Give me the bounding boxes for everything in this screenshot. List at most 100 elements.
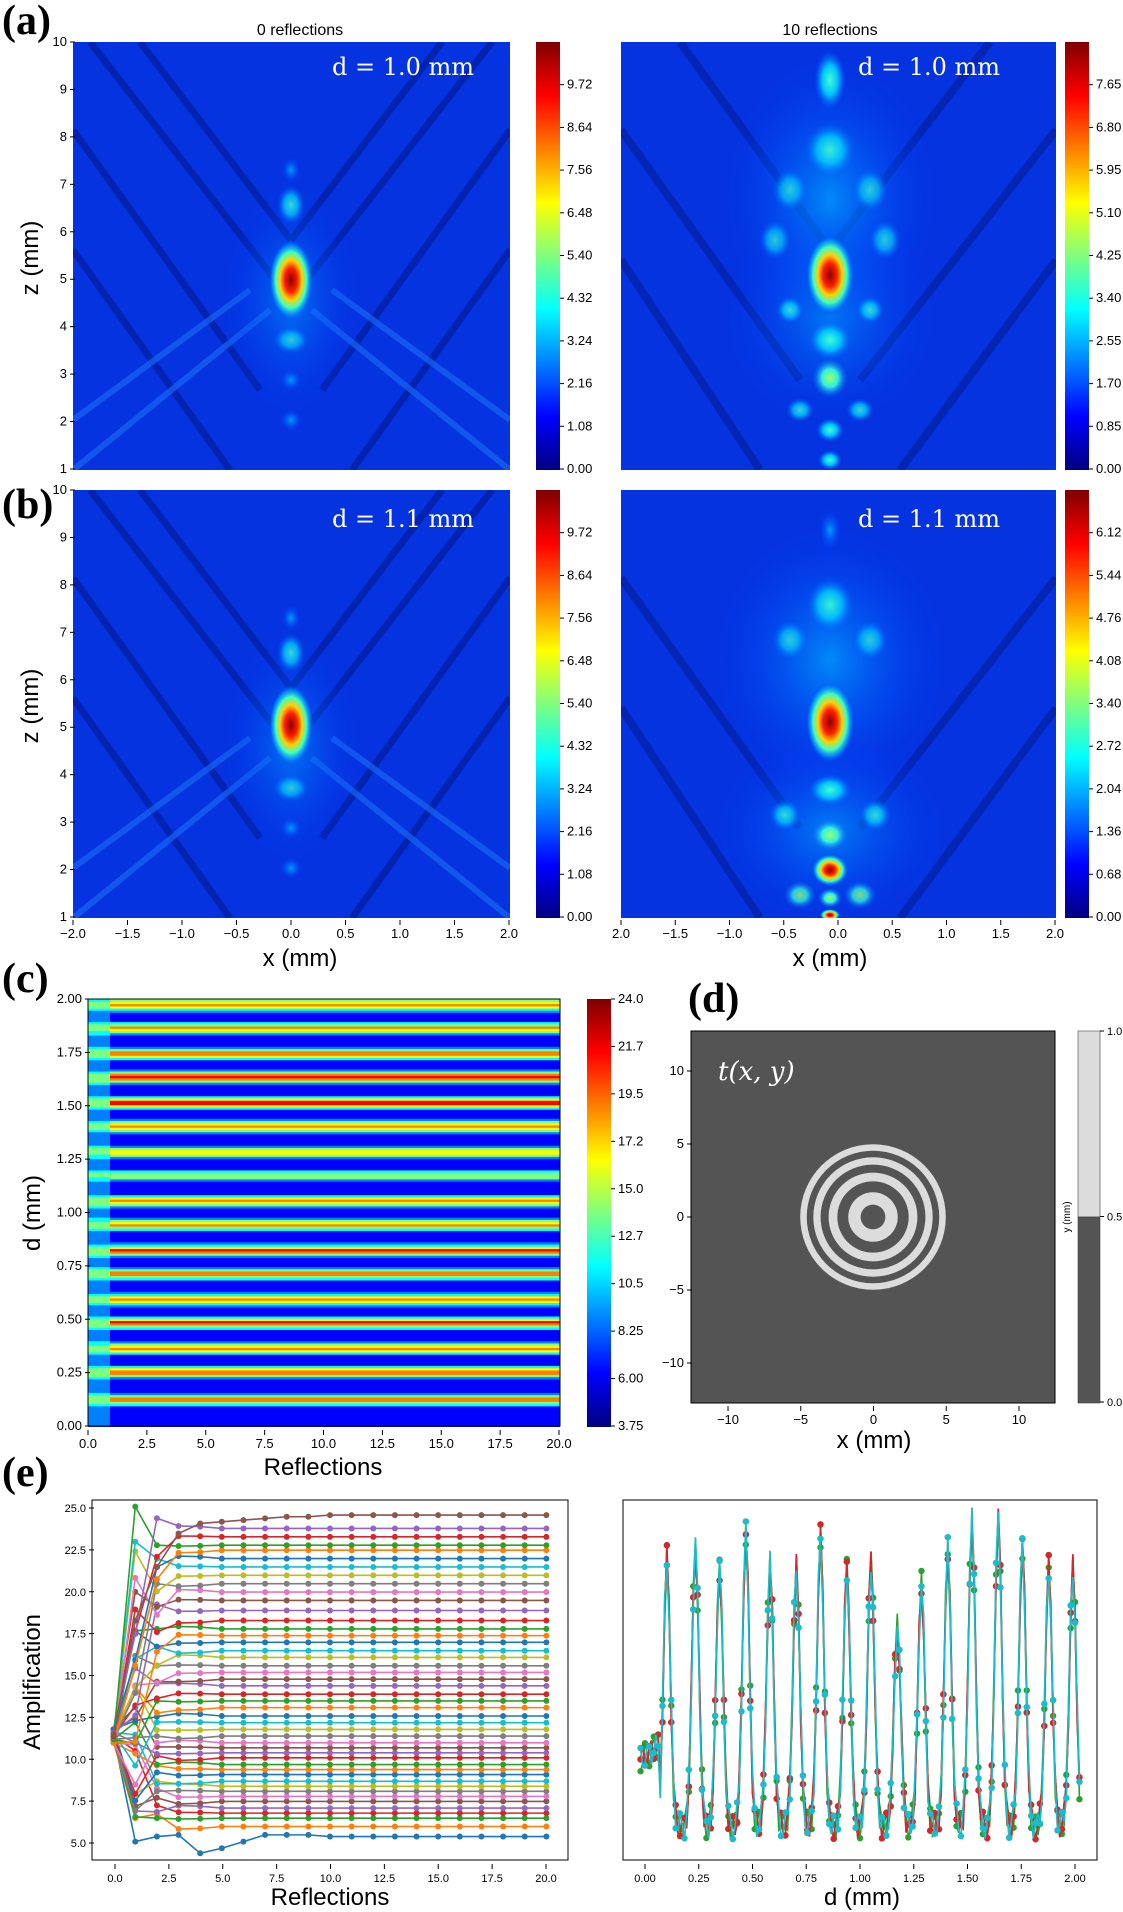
y-tick-label: 0.75	[57, 1258, 82, 1273]
fringe-band	[110, 1408, 560, 1411]
fringe-band-start	[88, 1286, 110, 1290]
fringe-band	[110, 1102, 560, 1106]
series-point	[391, 1793, 398, 1800]
fringe-band	[110, 1385, 560, 1389]
series-point	[305, 1754, 312, 1761]
fringe-band	[110, 1277, 560, 1281]
series-point	[435, 1691, 442, 1698]
series-point	[348, 1691, 355, 1698]
fringe-band-start	[88, 1304, 110, 1308]
fringe-band	[110, 1016, 560, 1020]
x-tick-label: 5.0	[197, 1436, 215, 1451]
series-point	[391, 1625, 398, 1632]
series-point	[500, 1572, 507, 1579]
series-point	[153, 1629, 160, 1636]
series-point	[413, 1542, 420, 1549]
series-point	[543, 1726, 550, 1733]
fringe-band	[110, 1163, 560, 1166]
series-point	[500, 1617, 507, 1624]
series-point	[197, 1639, 204, 1646]
series-point	[218, 1805, 225, 1812]
series-point	[262, 1542, 269, 1549]
fringe-band	[110, 1396, 560, 1400]
series-point	[1027, 1812, 1035, 1820]
fringe-band	[110, 1055, 560, 1059]
series-point	[500, 1625, 507, 1632]
fringe-band	[110, 1340, 560, 1344]
fringe-band-start	[88, 1347, 110, 1351]
series-point	[283, 1815, 290, 1822]
series-point	[348, 1647, 355, 1654]
fringe-band	[110, 1230, 560, 1234]
series-point	[305, 1788, 312, 1795]
axes-b-right: 2.0 −1.5 −1.0 −0.5 0.0 0.5 1.0 1.5 2.0	[612, 920, 1064, 941]
fringe-band	[110, 1248, 560, 1252]
heatmap-a-right	[621, 42, 1056, 470]
y-tick-label: 2	[60, 414, 67, 429]
series-point	[218, 1572, 225, 1579]
fringe-band	[110, 1394, 560, 1398]
series-point	[764, 1607, 772, 1614]
series-point	[543, 1682, 550, 1689]
series-point	[175, 1631, 182, 1638]
series-point	[327, 1682, 333, 1689]
xlabel-x-b-left: x (mm)	[263, 945, 338, 972]
ylabel-amplification: Amplification	[19, 1614, 46, 1750]
series-point	[500, 1525, 507, 1532]
fringe-band	[110, 1275, 560, 1279]
y-tick-label: 2	[60, 862, 67, 877]
series-point	[456, 1697, 463, 1704]
fringe-band	[110, 1129, 560, 1133]
series-point	[521, 1739, 528, 1746]
fringe-band-start	[88, 1322, 110, 1326]
series-point	[197, 1520, 204, 1527]
fringe-band	[110, 1405, 560, 1409]
fringe-band-start	[88, 1408, 110, 1411]
y-tick-label: 1	[60, 909, 67, 924]
series-point	[348, 1810, 355, 1817]
series-point	[370, 1580, 377, 1587]
series-point	[348, 1719, 355, 1726]
series-point	[760, 1781, 767, 1788]
series-point	[500, 1669, 507, 1676]
colorbar-ticks-b-left: 0.001.082.163.244.325.406.487.568.649.72	[560, 525, 592, 924]
series-point	[305, 1547, 312, 1554]
series-point	[391, 1597, 398, 1604]
x-tick-label: −2.0	[60, 926, 86, 941]
series-point	[348, 1625, 355, 1632]
series-point	[262, 1607, 269, 1614]
fringe-band-start	[88, 1324, 110, 1328]
fringe-band	[110, 1059, 560, 1063]
series-point	[370, 1761, 377, 1768]
series-point	[218, 1754, 225, 1761]
ylabel-z-a: z (mm)	[17, 221, 44, 296]
fringe-band	[110, 1270, 560, 1274]
series-point	[940, 1714, 947, 1721]
fringe-band-start	[88, 1151, 110, 1155]
series-point	[900, 1804, 908, 1812]
series-point	[132, 1807, 139, 1814]
series-point	[435, 1697, 442, 1704]
series-point	[478, 1547, 485, 1554]
fringe-band-start	[88, 1010, 110, 1014]
series-point	[327, 1654, 333, 1661]
series-point	[283, 1778, 290, 1785]
series-point	[240, 1754, 247, 1761]
series-point	[132, 1574, 139, 1581]
series-point	[218, 1691, 225, 1698]
series-point	[175, 1718, 182, 1725]
fringe-band-start	[88, 1066, 110, 1070]
series-point	[262, 1555, 269, 1562]
series-point	[283, 1788, 290, 1795]
series-point	[153, 1808, 160, 1815]
series-point	[413, 1810, 420, 1817]
series-point	[305, 1766, 312, 1773]
fringe-band	[110, 1363, 560, 1366]
fringe-band-start	[88, 1241, 110, 1245]
series-point	[305, 1778, 312, 1785]
series-point	[478, 1625, 485, 1632]
series-point	[500, 1744, 507, 1751]
series-point	[262, 1726, 269, 1733]
series-point	[456, 1682, 463, 1689]
series-point	[240, 1682, 247, 1689]
